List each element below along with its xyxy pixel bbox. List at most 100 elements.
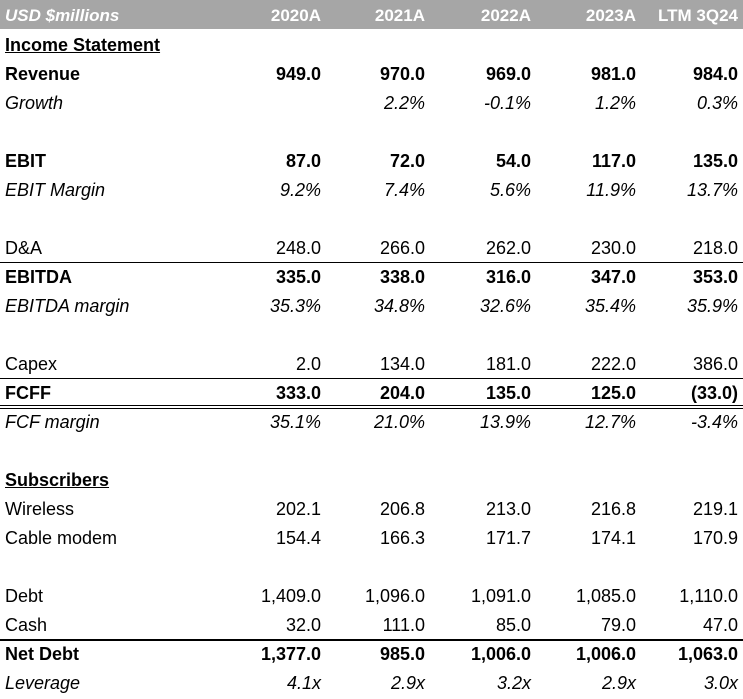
table-row-blank (0, 118, 743, 147)
cell-2020a: 154.4 (275, 528, 321, 548)
cell-2021a: 21.0% (373, 412, 425, 432)
cell-2021a: 2.9x (390, 673, 425, 693)
cell-2020a: 248.0 (275, 238, 321, 258)
cell-2020a: 87.0 (285, 151, 321, 171)
row-label: Capex (5, 354, 58, 374)
table-row-capex: Capex 2.0 134.0 181.0 222.0 386.0 (0, 350, 743, 379)
cell-2020a: 35.1% (269, 412, 321, 432)
cell-2021a: 206.8 (379, 499, 425, 519)
cell-2021a: 72.0 (389, 151, 425, 171)
row-label: FCFF (5, 383, 51, 403)
table-row-wireless: Wireless 202.1 206.8 213.0 216.8 219.1 (0, 495, 743, 524)
cell-2023a: 981.0 (590, 64, 636, 84)
rule-above-fcff (0, 378, 743, 379)
cell-ltm-3q24: 386.0 (692, 354, 738, 374)
rule-above-net-debt (0, 639, 743, 641)
table-row-cash: Cash 32.0 111.0 85.0 79.0 47.0 (0, 611, 743, 640)
cell-2020a: 2.0 (295, 354, 321, 374)
header-col-2022a: 2022A (480, 6, 531, 25)
row-label: Leverage (5, 673, 81, 693)
cell-ltm-3q24: 3.0x (703, 673, 738, 693)
table-row-growth: Growth 2.2% -0.1% 1.2% 0.3% (0, 89, 743, 118)
cell-2021a: 266.0 (379, 238, 425, 258)
cell-2021a: 985.0 (379, 644, 425, 664)
cell-2022a: 54.0 (495, 151, 531, 171)
cell-2022a: 181.0 (485, 354, 531, 374)
row-label: Cash (5, 615, 48, 635)
cell-2023a: 222.0 (590, 354, 636, 374)
cell-ltm-3q24: 353.0 (692, 267, 738, 287)
table-row-ebit: EBIT 87.0 72.0 54.0 117.0 135.0 (0, 147, 743, 176)
cell-2022a: 969.0 (485, 64, 531, 84)
table-row-blank (0, 205, 743, 234)
cell-2021a: 166.3 (379, 528, 425, 548)
row-label: EBIT Margin (5, 180, 106, 200)
rule-above-ebitda (0, 262, 743, 263)
cell-2022a: 171.7 (485, 528, 531, 548)
cell-2020a: 4.1x (286, 673, 321, 693)
cell-2023a: 230.0 (590, 238, 636, 258)
cell-ltm-3q24: 984.0 (692, 64, 738, 84)
cell-2022a: 1,091.0 (470, 586, 531, 606)
cell-2022a: 32.6% (479, 296, 531, 316)
cell-2020a: 202.1 (275, 499, 321, 519)
cell-ltm-3q24: -3.4% (690, 412, 738, 432)
cell-ltm-3q24: 13.7% (686, 180, 738, 200)
cell-2021a: 338.0 (379, 267, 425, 287)
table-row-debt: Debt 1,409.0 1,096.0 1,091.0 1,085.0 1,110.0 (0, 582, 743, 611)
cell-2022a: 13.9% (479, 412, 531, 432)
table-row-income-statement: Income Statement (0, 31, 743, 60)
cell-2021a: 2.2% (383, 93, 425, 113)
cell-2023a: 347.0 (590, 267, 636, 287)
cell-2020a: 35.3% (269, 296, 321, 316)
header-title: USD $millions (5, 6, 120, 25)
cell-2021a: 34.8% (373, 296, 425, 316)
cell-2020a: 1,377.0 (260, 644, 321, 664)
table-row-ebitda: EBITDA 335.0 338.0 316.0 347.0 353.0 (0, 263, 743, 292)
cell-2022a: 316.0 (485, 267, 531, 287)
cell-2022a: 3.2x (496, 673, 531, 693)
cell-2023a: 216.8 (590, 499, 636, 519)
cell-2023a: 12.7% (584, 412, 636, 432)
cell-2023a: 174.1 (590, 528, 636, 548)
cell-2022a: 262.0 (485, 238, 531, 258)
cell-2023a: 1,085.0 (575, 586, 636, 606)
cell-2020a: 335.0 (275, 267, 321, 287)
row-label: Cable modem (5, 528, 118, 548)
row-label: EBITDA margin (5, 296, 130, 316)
cell-2022a: 135.0 (485, 383, 531, 403)
cell-2022a: 85.0 (495, 615, 531, 635)
header-col-ltm-3q24: LTM 3Q24 (658, 6, 738, 25)
section-heading: Income Statement (5, 35, 161, 55)
table-row-leverage: Leverage 4.1x 2.9x 3.2x 2.9x 3.0x (0, 669, 743, 698)
cell-2022a: -0.1% (483, 93, 531, 113)
row-label: Revenue (5, 64, 81, 84)
cell-2021a: 970.0 (379, 64, 425, 84)
row-label: Net Debt (5, 644, 80, 664)
cell-2020a: 333.0 (275, 383, 321, 403)
table-row-net-debt: Net Debt 1,377.0 985.0 1,006.0 1,006.0 1,063.… (0, 640, 743, 669)
row-label: D&A (5, 238, 43, 258)
cell-ltm-3q24: 219.1 (692, 499, 738, 519)
cell-2021a: 204.0 (379, 383, 425, 403)
cell-2022a: 5.6% (489, 180, 531, 200)
cell-ltm-3q24: (33.0) (690, 383, 738, 403)
cell-2021a: 111.0 (382, 615, 425, 635)
cell-ltm-3q24: 47.0 (702, 615, 738, 635)
cell-2020a: 32.0 (285, 615, 321, 635)
table-row-ebit-margin: EBIT Margin 9.2% 7.4% 5.6% 11.9% 13.7% (0, 176, 743, 205)
row-label: EBIT (5, 151, 47, 171)
header-col-2021a: 2021A (374, 6, 425, 25)
row-label: Debt (5, 586, 44, 606)
table-row-revenue: Revenue 949.0 970.0 969.0 981.0 984.0 (0, 60, 743, 89)
rule-below-fcff-1 (0, 405, 743, 406)
row-label: Wireless (5, 499, 75, 519)
table-header: USD $millions 2020A 2021A 2022A 2023A LT… (0, 0, 743, 29)
section-heading: Subscribers (5, 470, 110, 490)
cell-ltm-3q24: 218.0 (692, 238, 738, 258)
cell-ltm-3q24: 1,110.0 (679, 586, 738, 606)
table-row-cable-modem: Cable modem 154.4 166.3 171.7 174.1 170.9 (0, 524, 743, 553)
cell-2023a: 1,006.0 (575, 644, 636, 664)
cell-2023a: 117.0 (591, 151, 636, 171)
